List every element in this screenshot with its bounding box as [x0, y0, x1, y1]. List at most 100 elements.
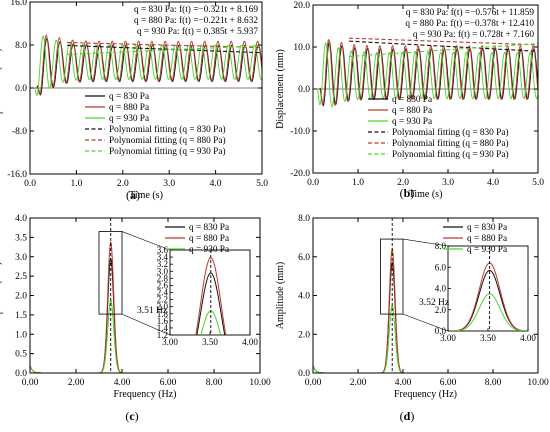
- x-tick-label-2-5: 10.00: [249, 378, 271, 388]
- zoom-connector-bottom-2: [121, 313, 171, 336]
- inset-series-line-2-2: [200, 310, 222, 335]
- y-tick-label-2-1: 0.5: [15, 350, 27, 360]
- inset-series-line-3-1: [448, 262, 528, 331]
- y-tick-label-2-4: 2.0: [15, 292, 27, 302]
- y-tick-label-2-6: 3.0: [15, 253, 27, 263]
- x-tick-label-2-4: 8.00: [206, 378, 223, 388]
- x-axis-label-3: Frequency (Hz): [394, 389, 457, 400]
- series-line-1-1: [313, 38, 539, 106]
- x-tick-label-1-0: 0.0: [307, 178, 319, 188]
- legend-label-0-0: q = 830 Pa: [109, 92, 149, 102]
- y-tick-label-1-0: -20.0: [290, 169, 310, 179]
- fit-line-1-0: [348, 40, 539, 52]
- fit-equation-1-0: q = 830 Pa: f(t) =−0.576t + 11.859: [406, 7, 535, 18]
- legend-label-2-1: q = 880 Pa: [189, 234, 229, 244]
- x-tick-label-2-1: 2.00: [68, 378, 85, 388]
- legend-label-1-3: Polynomial fitting (q = 830 Pa): [392, 127, 509, 138]
- inset-y-tick-label-2-10: 3.2: [157, 259, 168, 269]
- series-line-0-2: [30, 35, 263, 96]
- panel-label-2: (c): [125, 409, 138, 423]
- fit-equation-1-1: q = 880 Pa: f(t) =−0.378t + 12.410: [405, 18, 534, 29]
- y-axis-label-2: Amplitude (mm): [0, 262, 3, 330]
- x-tick-label-1-1: 1.0: [352, 178, 364, 188]
- inset-y-tick-label-3-0: 0.0: [435, 326, 447, 336]
- y-tick-label-3-1: 2.0: [298, 330, 310, 340]
- inset-x-tick-label-2-2: 4.00: [242, 337, 258, 347]
- y-tick-label-1-4: 20.0: [293, 1, 310, 11]
- inset-series-line-2-1: [195, 257, 227, 335]
- legend-label-3-1: q = 880 Pa: [467, 234, 507, 244]
- panel-label-3: (d): [400, 409, 415, 423]
- y-tick-label-0-4: 16.0: [10, 0, 27, 8]
- y-axis-label-0: Displacement (mm): [0, 48, 3, 128]
- y-tick-label-2-0: 0.0: [15, 369, 27, 379]
- fit-line-0-2: [67, 45, 263, 55]
- y-tick-label-2-3: 1.5: [15, 311, 27, 321]
- series-line-1-2: [313, 42, 539, 108]
- legend-label-0-3: Polynomial fitting (q = 830 Pa): [109, 124, 226, 135]
- zoom-box-3: [380, 238, 404, 315]
- y-axis-label-3: Amplitude (mm): [275, 262, 286, 330]
- legend-label-0-1: q = 880 Pa: [109, 103, 149, 113]
- legend-label-1-1: q = 880 Pa: [392, 106, 432, 116]
- legend-label-0-2: q = 930 Pa: [109, 114, 149, 124]
- x-axis-label-1: Time (s): [409, 189, 443, 200]
- y-tick-label-2-5: 2.5: [15, 272, 27, 282]
- legend-label-2-0: q = 830 Pa: [189, 223, 229, 233]
- fit-line-1-1: [348, 37, 539, 46]
- x-tick-label-3-2: 4.00: [395, 378, 412, 388]
- inset-series-line-3-2: [448, 293, 528, 331]
- inset-y-tick-label-2-9: 3.0: [157, 266, 169, 276]
- y-tick-label-3-3: 6.0: [298, 253, 310, 263]
- y-tick-label-0-0: -16.0: [7, 170, 27, 180]
- x-tick-label-0-0: 0.0: [24, 179, 36, 189]
- y-axis-label-1: Displacement (mm): [275, 49, 286, 129]
- peak-frequency-label-3: 3.52 Hz: [419, 298, 449, 308]
- x-tick-label-0-3: 3.0: [163, 179, 175, 189]
- x-tick-label-3-4: 8.00: [485, 378, 502, 388]
- x-tick-label-0-1: 1.0: [70, 179, 82, 189]
- y-tick-label-0-1: -8.0: [12, 127, 27, 137]
- inset-x-tick-label-2-1: 3.50: [202, 337, 218, 347]
- y-tick-label-1-1: -10.0: [290, 127, 310, 137]
- y-tick-label-1-2: 0.0: [298, 85, 310, 95]
- inset-y-tick-label-2-3: 1.8: [157, 309, 169, 319]
- legend-label-3-2: q = 930 Pa: [467, 245, 507, 255]
- x-tick-label-3-1: 2.00: [350, 378, 367, 388]
- inset-y-tick-label-2-6: 2.4: [157, 288, 169, 298]
- zoom-box-2: [98, 231, 123, 315]
- fit-line-1-2: [348, 43, 539, 58]
- inset-y-tick-label-3-1: 2.0: [435, 305, 447, 315]
- x-tick-label-2-0: 0.00: [22, 378, 39, 388]
- x-tick-label-2-3: 6.00: [160, 378, 177, 388]
- peak-frequency-label-2: 3.51 Hz: [137, 306, 167, 316]
- y-tick-label-0-2: 0.0: [15, 84, 27, 94]
- x-tick-label-3-5: 10.00: [527, 378, 549, 388]
- x-tick-label-1-4: 4.0: [487, 178, 499, 188]
- x-tick-label-1-3: 3.0: [442, 178, 454, 188]
- inset-y-tick-label-2-12: 3.6: [157, 245, 169, 255]
- fit-equation-1-2: q = 930 Pa: f(t) = 0.728t + 7.160: [413, 29, 534, 40]
- x-tick-label-0-4: 4.0: [210, 179, 222, 189]
- inset-y-tick-label-3-3: 6.0: [435, 262, 447, 272]
- inset-y-tick-label-2-2: 1.6: [157, 316, 169, 326]
- legend-label-1-4: Polynomial fitting (q = 880 Pa): [392, 138, 509, 149]
- inset-x-tick-label-3-1: 3.50: [480, 333, 496, 343]
- inset-x-tick-label-2-0: 3.00: [162, 337, 178, 347]
- inset-frame-3: [447, 245, 529, 332]
- inset-series-line-2-0: [196, 272, 226, 335]
- inset-x-tick-label-3-2: 4.00: [520, 333, 536, 343]
- legend-label-1-2: q = 930 Pa: [392, 117, 432, 127]
- y-tick-label-3-0: 0.0: [298, 369, 310, 379]
- legend-label-1-5: Polynomial fitting (q = 930 Pa): [392, 149, 509, 160]
- series-line-0-1: [30, 34, 263, 95]
- x-tick-label-1-5: 5.0: [532, 178, 544, 188]
- inset-y-tick-label-2-7: 2.6: [157, 280, 169, 290]
- fit-equation-0-2: q = 930 Pa: f(t) = 0.385t + 5.937: [137, 26, 258, 37]
- inset-y-tick-label-3-2: 4.0: [435, 284, 447, 294]
- x-tick-label-2-2: 4.00: [114, 378, 131, 388]
- zoom-connector-top-2: [121, 231, 171, 251]
- x-tick-label-0-2: 2.0: [117, 179, 129, 189]
- y-tick-label-1-3: 10.0: [293, 43, 310, 53]
- y-tick-label-3-4: 8.0: [298, 214, 310, 224]
